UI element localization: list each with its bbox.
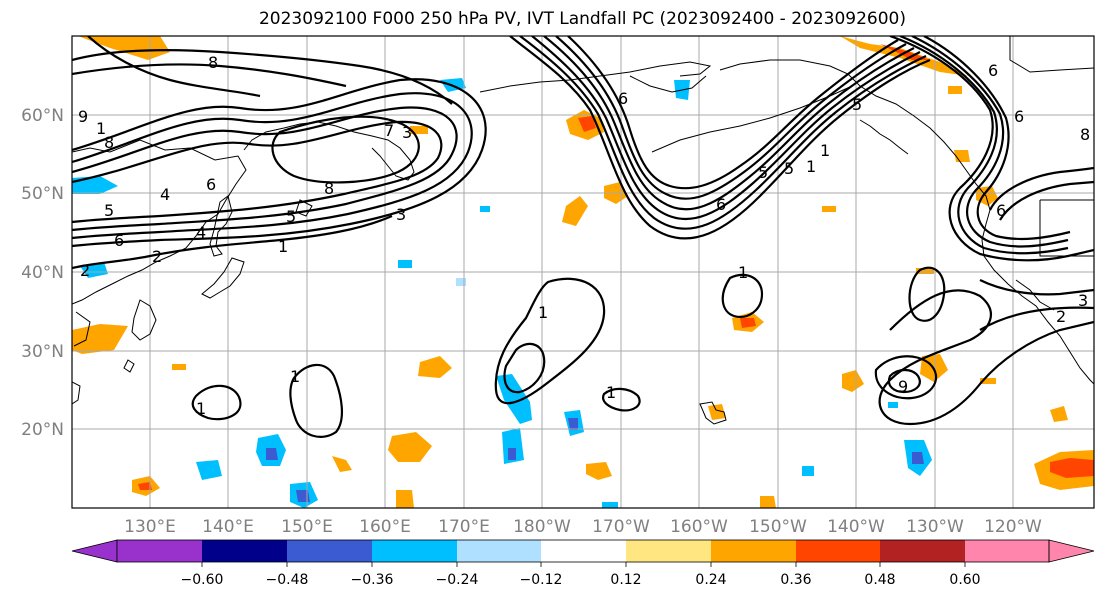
lat-label-40n: 40°N — [21, 263, 64, 283]
lon-label-150w: 150°W — [749, 517, 807, 537]
lon-label-140w: 140°W — [827, 517, 885, 537]
lon-label-140e: 140°E — [202, 517, 254, 537]
contour-label: 4 — [160, 185, 170, 204]
lon-label-170w: 170°W — [592, 517, 650, 537]
colorbar-tick-label: 0.48 — [864, 572, 895, 588]
colorbar-segment — [880, 540, 965, 562]
contour-label: 6 — [988, 61, 998, 80]
contour-label: 1 — [96, 119, 106, 138]
colorbar-segment — [626, 540, 711, 562]
colorbar-segment — [796, 540, 880, 562]
colorbar-segment — [202, 540, 287, 562]
colorbar-high-extend — [1048, 539, 1095, 563]
lon-label-160e: 160°E — [359, 517, 411, 537]
lon-label-120w: 120°W — [984, 517, 1042, 537]
contour-label: 6 — [206, 175, 216, 194]
lon-label-130e: 130°E — [124, 517, 176, 537]
contour-label: 3 — [396, 205, 406, 224]
latitude-labels: 60°N 50°N 40°N 30°N 20°N — [21, 106, 64, 440]
contour-label: 6 — [114, 231, 124, 250]
lat-label-50n: 50°N — [21, 184, 64, 204]
contour-label: 1 — [606, 383, 616, 402]
colorbar-tick-label: 0.24 — [695, 572, 726, 588]
contour-label: 5 — [104, 201, 114, 220]
map-frame — [71, 35, 1095, 509]
negative-anomaly-shading — [72, 78, 932, 508]
colorbar-low-extend — [71, 539, 118, 563]
lat-label-60n: 60°N — [21, 106, 64, 126]
contour-label: 1 — [278, 237, 288, 256]
colorbar-tick-label: 0.12 — [610, 572, 641, 588]
pv-contours — [72, 36, 1094, 438]
contour-label: 2 — [152, 247, 162, 266]
longitude-labels: 130°E 140°E 150°E 160°E 170°E 180°W 170°… — [124, 517, 1042, 537]
contour-label: 3 — [1078, 291, 1088, 310]
colorbar-segment — [541, 540, 626, 562]
contour-label: 2 — [1056, 307, 1066, 326]
colorbar-segment — [711, 540, 796, 562]
contour-label: 6 — [1014, 107, 1024, 126]
colorbar-tick-label: 0.36 — [780, 572, 811, 588]
coastlines — [72, 36, 1094, 425]
contour-label: 1 — [196, 399, 206, 418]
map-title: 2023092100 F000 250 hPa PV, IVT Landfall… — [258, 9, 906, 29]
contour-label: 8 — [324, 179, 334, 198]
colorbar: −0.60 −0.48 −0.36 −0.24 −0.12 0.12 0.24 … — [71, 539, 1095, 588]
colorbar-outline — [116, 539, 1050, 563]
colorbar-segment — [965, 540, 1049, 562]
lat-label-20n: 20°N — [21, 420, 64, 440]
contour-label: 5 — [286, 207, 296, 226]
lat-lon-grid — [72, 36, 1094, 508]
contour-label: 1 — [538, 303, 548, 322]
contour-label: 1 — [806, 157, 816, 176]
contour-label: 6 — [716, 195, 726, 214]
contour-label: 1 — [738, 263, 748, 282]
lon-label-130w: 130°W — [906, 517, 964, 537]
colorbar-tick-label: −0.24 — [436, 572, 479, 588]
lat-label-30n: 30°N — [21, 342, 64, 362]
contour-label: 6 — [996, 201, 1006, 220]
colorbar-tick-label: −0.60 — [181, 572, 224, 588]
colorbar-segment — [117, 540, 202, 562]
contour-label: 7 — [384, 121, 394, 140]
contour-label: 3 — [402, 123, 412, 142]
contour-label: 1 — [290, 367, 300, 386]
colorbar-tick-label: −0.12 — [520, 572, 563, 588]
contour-label: 9 — [898, 377, 908, 396]
colorbar-segment — [457, 540, 541, 562]
colorbar-tick-label: −0.36 — [351, 572, 394, 588]
contour-label: 8 — [104, 133, 114, 152]
contour-labels: 9 1 8 8 7 3 6 8 5 4 5 3 6 4 1 2 2 6 6 5 … — [78, 53, 1090, 418]
contour-label: 5 — [852, 95, 862, 114]
colorbar-tick-label: 0.60 — [949, 572, 980, 588]
lon-label-150e: 150°E — [281, 517, 333, 537]
contour-label: 9 — [78, 107, 88, 126]
lon-label-170e: 170°E — [438, 517, 490, 537]
contour-label: 2 — [80, 261, 90, 280]
contour-label: 5 — [758, 163, 768, 182]
lon-label-180w: 180°W — [513, 517, 571, 537]
colorbar-segment — [287, 540, 372, 562]
contour-label: 4 — [196, 223, 206, 242]
colorbar-tick-label: −0.48 — [266, 572, 309, 588]
contour-label: 1 — [820, 141, 830, 160]
colorbar-segment — [372, 540, 457, 562]
lon-label-160w: 160°W — [670, 517, 728, 537]
contour-label: 8 — [1080, 125, 1090, 144]
contour-label: 5 — [784, 159, 794, 178]
contour-label: 8 — [208, 53, 218, 72]
contour-label: 6 — [618, 89, 628, 108]
